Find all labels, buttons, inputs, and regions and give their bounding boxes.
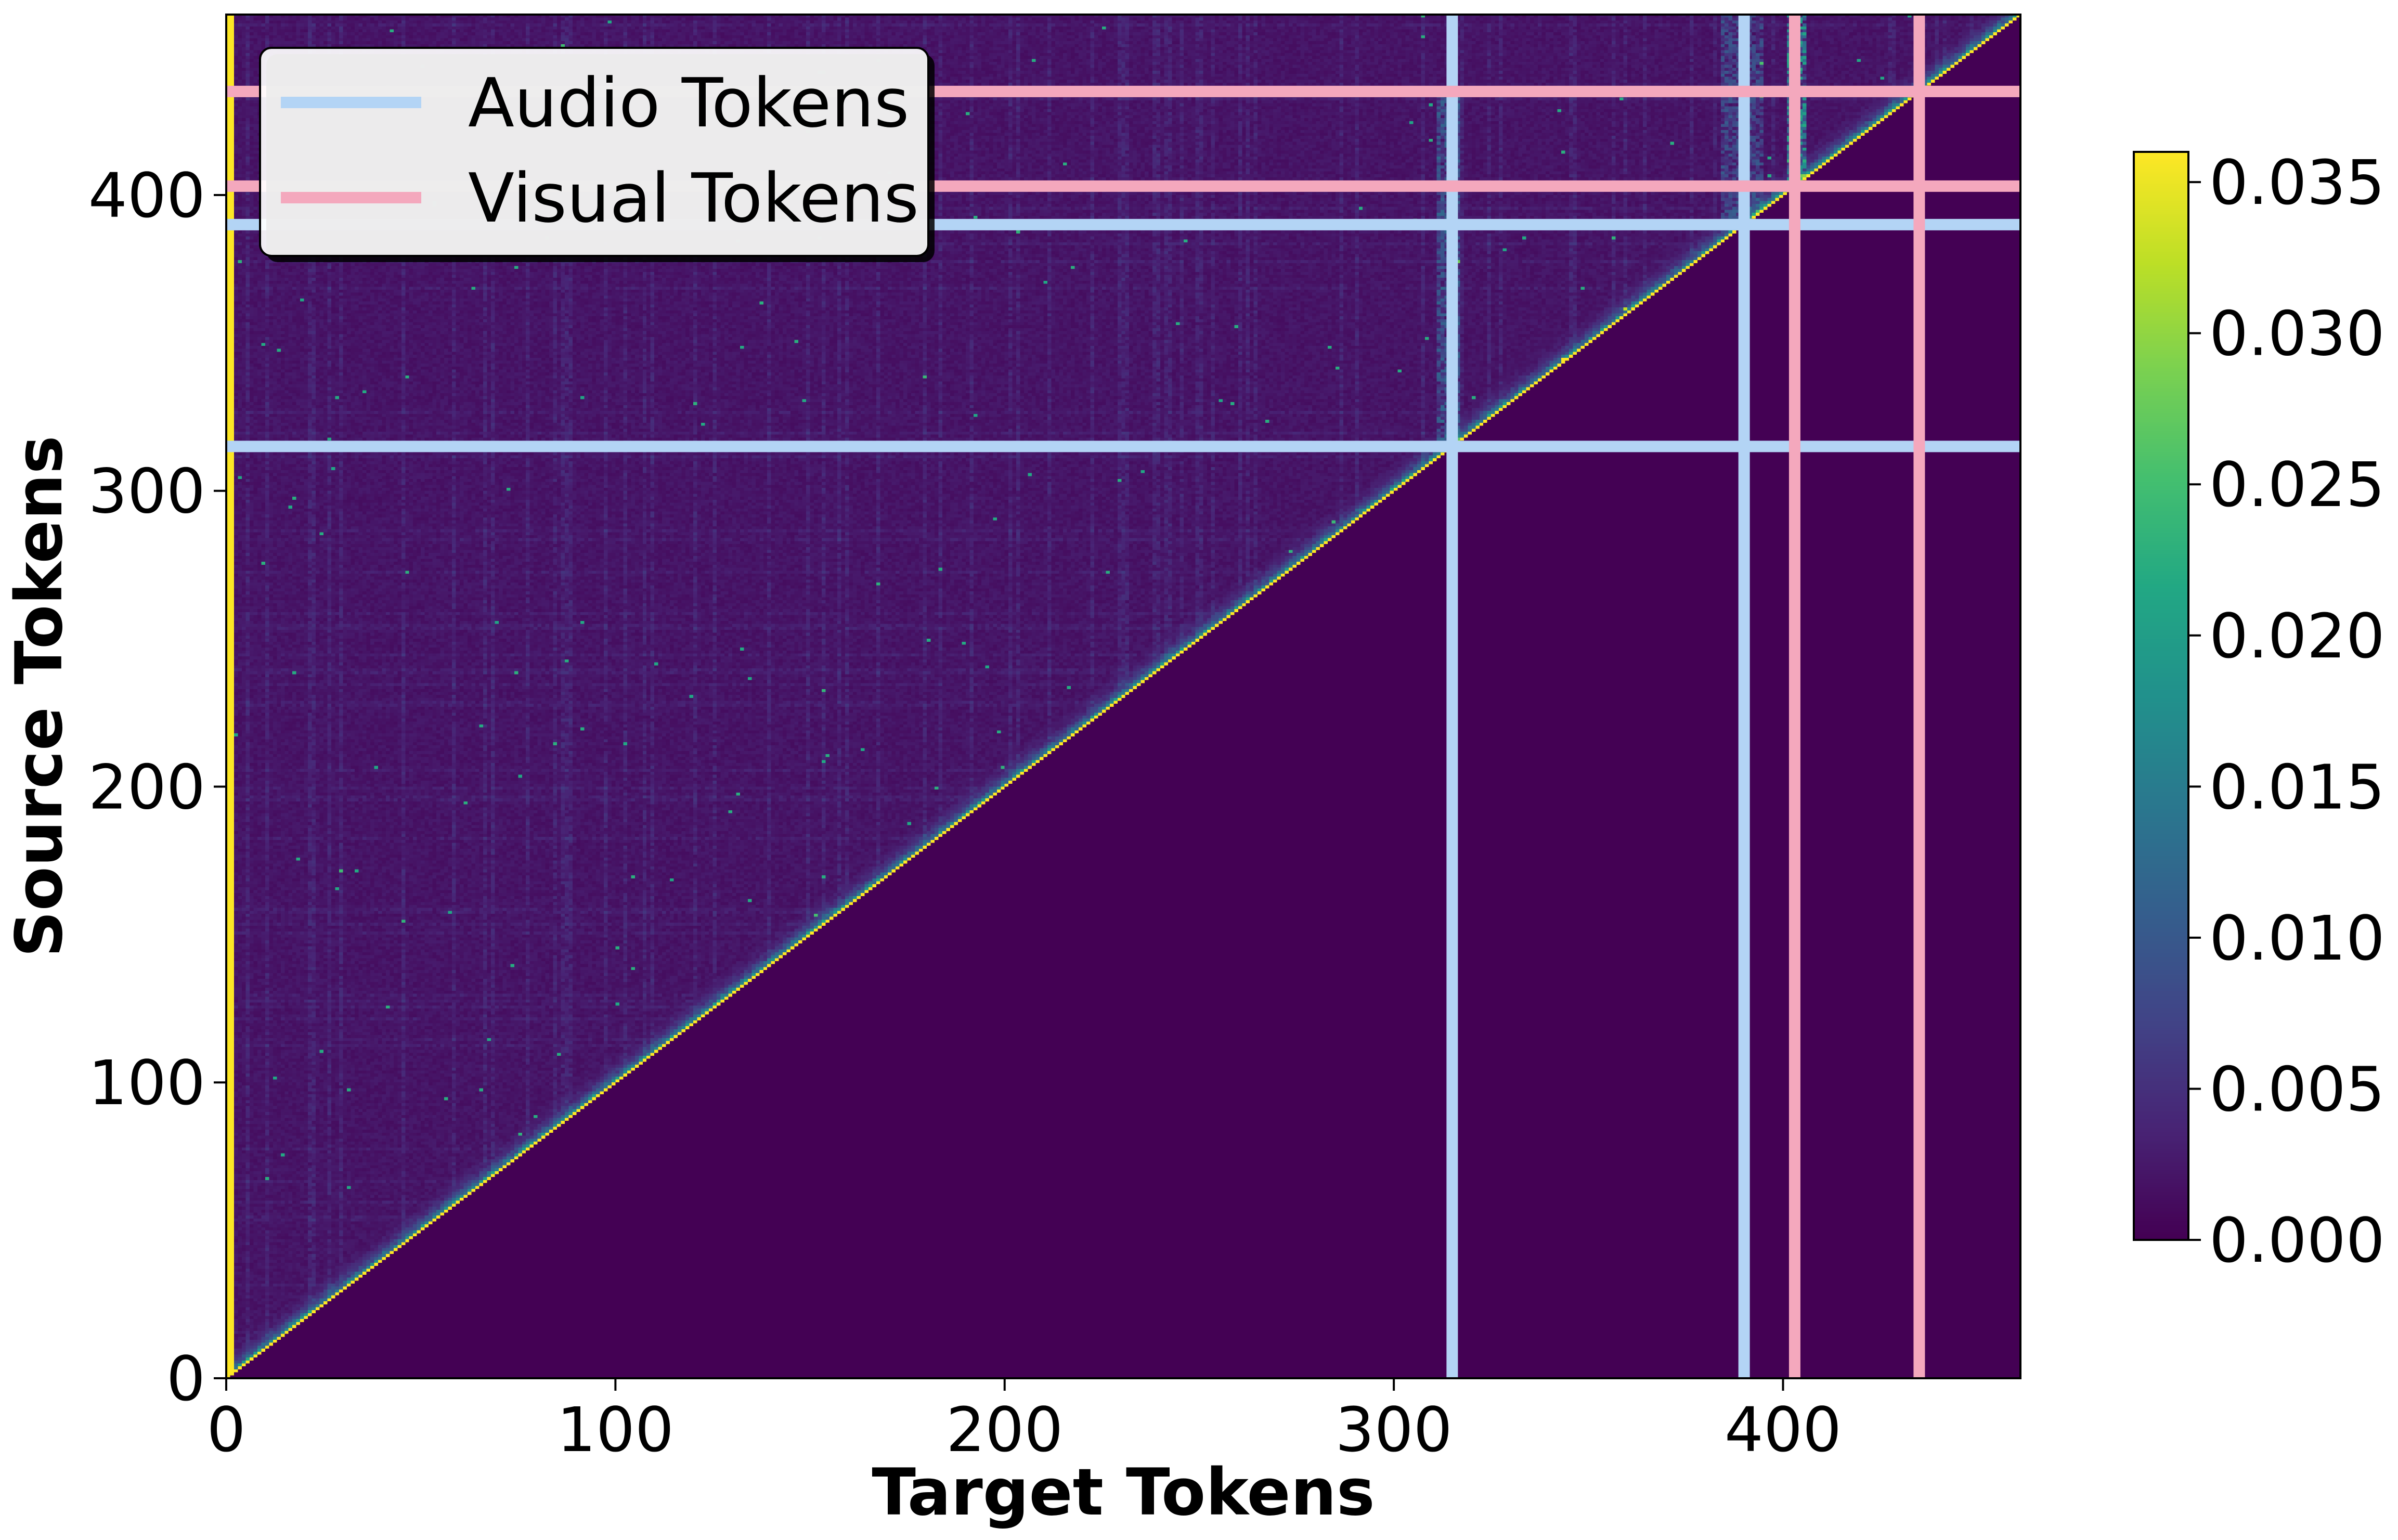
- y-tick-label: 0: [166, 1343, 205, 1415]
- legend-box: [259, 47, 929, 257]
- colorbar-ticks: 0.000 0.005 0.010 0.015 0.020 0.025 0.030 0.035: [2188, 147, 2385, 1276]
- legend-label-audio: Audio Tokens: [468, 63, 909, 143]
- colorbar-tick-label: 0.000: [2209, 1205, 2385, 1276]
- x-tick-label: 200: [946, 1394, 1063, 1466]
- x-tick-label: 300: [1336, 1394, 1453, 1466]
- legend-label-visual: Visual Tokens: [468, 159, 919, 238]
- y-tick-label: 300: [88, 456, 205, 527]
- colorbar-tick-label: 0.020: [2209, 600, 2385, 672]
- colorbar-tick-label: 0.015: [2209, 751, 2385, 823]
- colorbar-tick-label: 0.035: [2209, 147, 2385, 218]
- y-tick-label: 400: [88, 160, 205, 231]
- y-axis-label: Source Tokens: [2, 435, 77, 957]
- x-axis-label: Target Tokens: [872, 1455, 1375, 1530]
- colorbar-tick-label: 0.030: [2209, 298, 2385, 370]
- x-axis-ticks: 0 100 200 300 400: [206, 1378, 1842, 1466]
- x-tick-label: 100: [557, 1394, 674, 1466]
- colorbar-gradient: [2134, 152, 2188, 1240]
- y-tick-label: 200: [88, 751, 205, 823]
- x-tick-label: 400: [1725, 1394, 1842, 1466]
- y-tick-label: 100: [88, 1047, 205, 1119]
- y-axis-ticks: 0 100 200 300 400: [88, 160, 226, 1415]
- plot-frame: [225, 14, 2021, 1379]
- colorbar-tick-label: 0.005: [2209, 1053, 2385, 1125]
- colorbar-tick-label: 0.025: [2209, 449, 2385, 521]
- x-tick-label: 0: [206, 1394, 245, 1466]
- legend: Audio Tokens Visual Tokens: [259, 47, 935, 262]
- colorbar-tick-label: 0.010: [2209, 902, 2385, 974]
- colorbar-frame: [2133, 151, 2189, 1241]
